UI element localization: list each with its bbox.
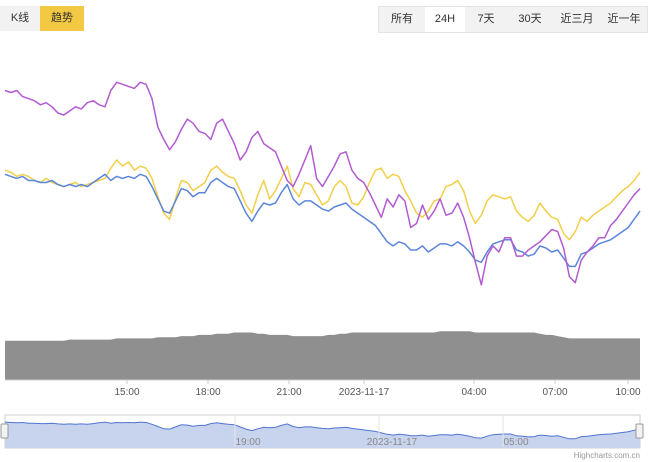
range-30d-button[interactable]: 30天	[518, 13, 542, 25]
x-tick-label: 15:00	[114, 387, 139, 398]
kline-tab[interactable]: K线	[0, 6, 40, 31]
navigator-left-handle[interactable]	[0, 423, 9, 439]
volume-area	[5, 331, 640, 380]
x-axis-ticks: 15:00 18:00 21:00 2023-11-17 04:00 07:00 10:00	[114, 380, 641, 398]
x-tick-label: 04:00	[461, 387, 486, 398]
navigator-tick-label: 2023-11-17	[367, 437, 418, 448]
x-tick-label: 2023-11-17	[339, 387, 390, 398]
range-all-button[interactable]: 所有	[391, 13, 413, 25]
navigator[interactable]: 19:00 2023-11-17 05:00	[0, 414, 644, 449]
range-3m-button[interactable]: 近三月	[560, 13, 594, 25]
series-line-yellow	[4, 159, 641, 241]
range-1y-button[interactable]: 近一年	[607, 13, 641, 25]
range-24h-button[interactable]: 24H	[425, 7, 465, 32]
series-line-blue	[4, 173, 641, 268]
x-tick-label: 07:00	[542, 387, 567, 398]
series-line-purple	[4, 81, 641, 286]
navigator-series-area	[5, 422, 640, 448]
range-selector: 所有 24H 7天 30天 近三月 近一年	[378, 6, 648, 33]
x-tick-label: 10:00	[615, 387, 640, 398]
navigator-tick-label: 05:00	[503, 437, 528, 448]
navigator-ticks: 19:00 2023-11-17 05:00	[234, 416, 529, 448]
x-tick-label: 21:00	[276, 387, 301, 398]
price-lines	[4, 81, 641, 286]
navigator-right-handle[interactable]	[635, 423, 644, 439]
range-7d-button[interactable]: 7天	[477, 13, 495, 25]
credit-label: Highcharts.com.cn	[574, 451, 640, 460]
view-toggle: K线 趋势	[0, 6, 84, 31]
navigator-series-line	[4, 421, 641, 440]
navigator-tick-label: 19:00	[235, 437, 260, 448]
x-tick-label: 18:00	[195, 387, 220, 398]
trend-tab[interactable]: 趋势	[40, 6, 84, 31]
volume-area-fill	[5, 331, 640, 380]
